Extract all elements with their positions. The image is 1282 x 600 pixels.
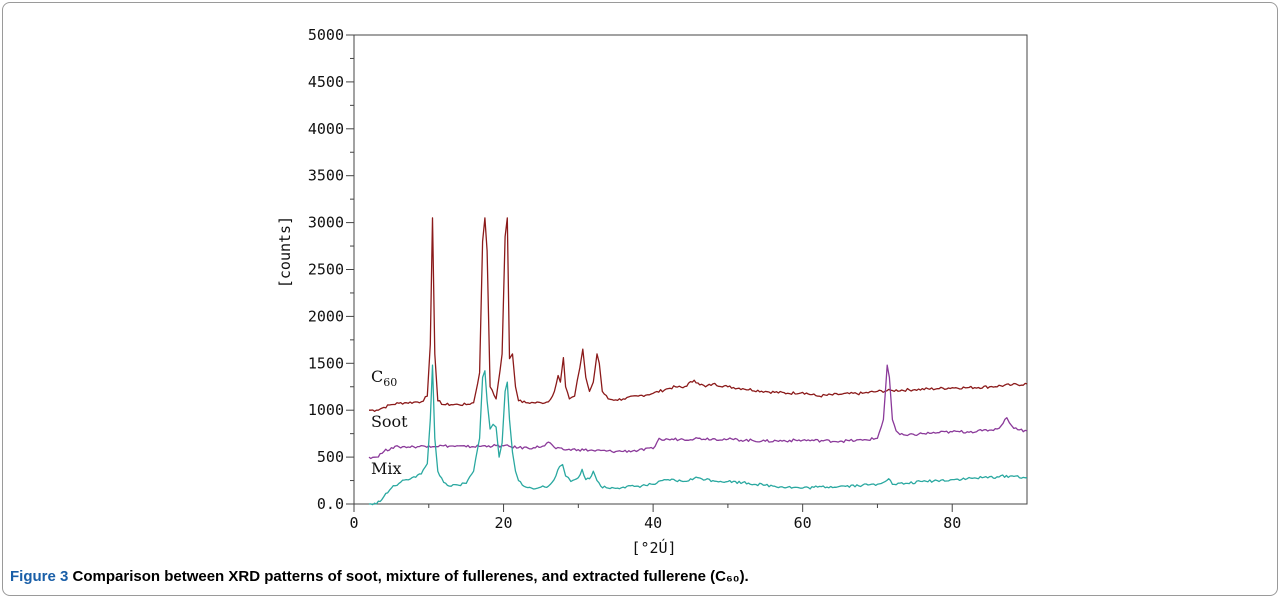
y-tick-label: 1500 — [308, 354, 344, 372]
y-tick-label: 3500 — [308, 167, 344, 185]
y-axis: 0.0 500 1000 1500 2000 2500 3000 3500 4000 4500 50… — [308, 26, 354, 513]
figure-number: Figure 3 — [10, 568, 69, 585]
y-tick-label: 4500 — [308, 73, 344, 91]
y-tick-label: 2500 — [308, 261, 344, 279]
caption-text: Comparison between XRD patterns of soot,… — [72, 568, 749, 585]
series-label-soot: Soot — [371, 412, 408, 431]
x-axis-label: [°2Ú] — [631, 538, 676, 557]
xrd-chart: 0.0 500 1000 1500 2000 2500 3000 3500 4000 4500 50… — [276, 26, 1028, 557]
x-tick-label: 0 — [349, 514, 358, 532]
y-tick-label: 2000 — [308, 307, 344, 325]
x-axis: 0 20 40 60 80 — [349, 504, 961, 532]
y-tick-label: 0.0 — [317, 495, 344, 513]
y-tick-label: 5000 — [308, 26, 344, 44]
series-line-c60 — [369, 217, 1028, 412]
series-label-c60: C60 — [371, 367, 397, 389]
series-lines — [368, 217, 1028, 506]
series-line-mix — [368, 364, 1028, 506]
y-axis-label: [counts] — [276, 216, 294, 288]
series-line-soot — [368, 364, 1028, 460]
x-tick-label: 20 — [495, 514, 513, 532]
figure-caption: Figure 3 Comparison between XRD patterns… — [10, 568, 749, 585]
x-tick-label: 40 — [644, 514, 662, 532]
y-tick-label: 3000 — [308, 214, 344, 232]
y-tick-label: 500 — [317, 448, 344, 466]
x-tick-label: 60 — [794, 514, 812, 532]
y-tick-label: 4000 — [308, 120, 344, 138]
series-labels: C60 Soot Mix — [371, 367, 408, 478]
series-label-mix: Mix — [371, 459, 402, 478]
x-tick-label: 80 — [943, 514, 961, 532]
y-tick-label: 1000 — [308, 401, 344, 419]
